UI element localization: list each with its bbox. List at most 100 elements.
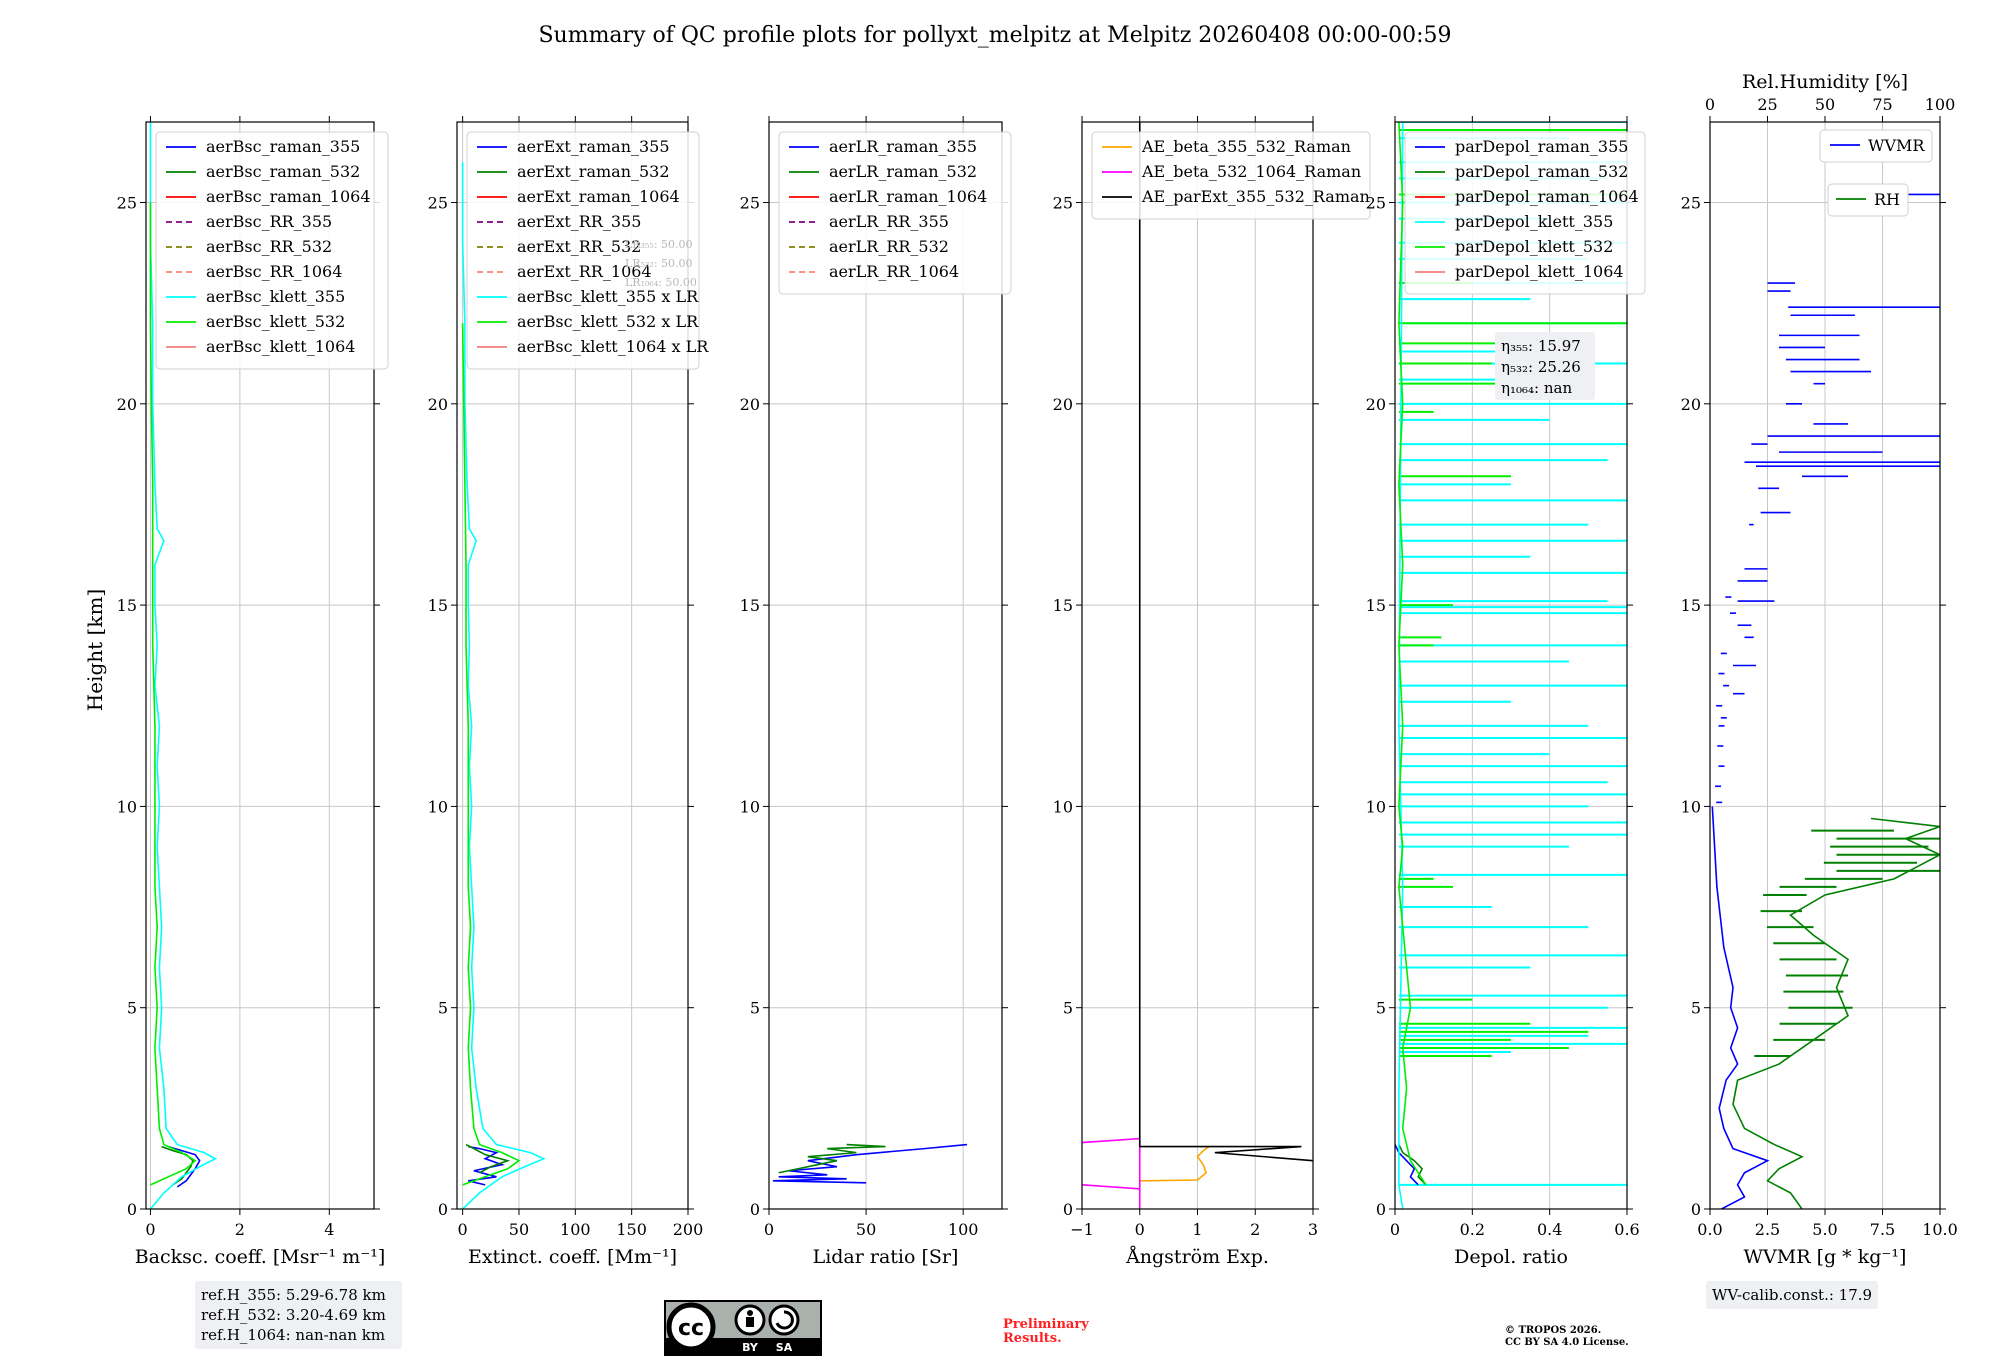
x-axis-label-lr: Lidar ratio [Sr] [813, 1246, 959, 1268]
x-tick-label: 7.5 [1870, 1220, 1895, 1239]
legend-entry: aerBsc_klett_1064 [206, 337, 355, 356]
x-tick-label: 5.0 [1812, 1220, 1837, 1239]
sa-icon [768, 1304, 800, 1336]
y-tick-label: 5 [1376, 999, 1386, 1018]
series-aerLR_raman_532 [778, 1143, 886, 1174]
x-tick-label: 0.4 [1537, 1220, 1562, 1239]
copyright-line-2: CC BY SA 4.0 License. [1505, 1337, 1629, 1348]
top-tick-label: 75 [1872, 95, 1892, 114]
legend-entry: AE_beta_532_1064_Raman [1141, 162, 1361, 181]
legend-entry: parDepol_klett_1064 [1455, 262, 1624, 281]
axes-frame [456, 121, 689, 1210]
legend-wvmr-box [1819, 129, 1933, 163]
y-tick-label: 15 [428, 596, 448, 615]
x-tick-label: 0 [764, 1220, 774, 1239]
x-tick-label: 150 [616, 1220, 647, 1239]
top-tick-label: 0 [1705, 95, 1715, 114]
series-aerLR_raman_355 [772, 1143, 968, 1184]
y-tick-label: 25 [1053, 194, 1073, 213]
legend-entry: aerExt_RR_1064 [517, 262, 652, 281]
legend-entry: aerBsc_RR_532 [206, 237, 332, 256]
series-aerBsc_klett_355 x LR [461, 162, 546, 1209]
x-tick-label: 0 [1390, 1220, 1400, 1239]
axes-frame [1394, 121, 1628, 1210]
legend-entry: aerBsc_raman_532 [206, 162, 360, 181]
legend-entry: parDepol_klett_532 [1455, 237, 1613, 256]
sa-badge-text: SA [776, 1341, 793, 1354]
figure-title: Summary of QC profile plots for pollyxt_… [538, 23, 1451, 48]
y-tick-label: 15 [1053, 596, 1073, 615]
x-tick-label: 0 [1135, 1220, 1145, 1239]
wv-calib-text: WV-calib.const.: 17.9 [1712, 1286, 1873, 1304]
x-tick-label: 50 [856, 1220, 876, 1239]
y-tick-label: 25 [1366, 194, 1386, 213]
series-aerBsc_raman_355 [168, 1145, 201, 1188]
x-tick-label: 0.2 [1460, 1220, 1485, 1239]
legend-entry: aerLR_raman_355 [829, 137, 977, 156]
x-tick-label: 10.0 [1922, 1220, 1958, 1239]
refh-355: ref.H_355: 5.29-6.78 km [201, 1286, 386, 1304]
panel-depol: 0 0.2 0.4 0.6 0 5 10 15 20 25 Depol. ratio parDepol… [1366, 116, 1646, 1268]
x-tick-label: −1 [1070, 1220, 1094, 1239]
panel-lr: 0 50 100 0 5 10 15 20 25 Lidar ratio [Sr] aerLR_ra… [740, 116, 1012, 1268]
y-tick-label: 25 [428, 194, 448, 213]
x-axis-label-wv: WVMR [g * kg⁻¹] [1744, 1246, 1907, 1268]
legend-entry: aerBsc_klett_355 x LR [517, 287, 699, 306]
legend-entry: aerBsc_raman_355 [206, 137, 360, 156]
y-tick-label: 10 [428, 797, 448, 816]
series-aerBsc_klett_355 [149, 122, 218, 1209]
legend-ae: AE_beta_355_532_Raman AE_beta_532_1064_Ra… [1091, 131, 1371, 220]
legend-entry: aerExt_raman_532 [517, 162, 670, 181]
y-tick-label: 15 [1681, 596, 1701, 615]
series-parDepol_raman_532 [1398, 1144, 1427, 1186]
x-tick-label: 0 [145, 1220, 155, 1239]
y-tick-label: 0 [127, 1200, 137, 1219]
legend-box [778, 131, 1012, 295]
x-axis-label-ae: Ångström Exp. [1125, 1246, 1269, 1268]
x-tick-label: 3 [1308, 1220, 1318, 1239]
series-RH [1732, 817, 1940, 1209]
by-badge-text: BY [742, 1341, 759, 1354]
series-aerExt_raman_355 [468, 1145, 505, 1186]
legend-entry: aerLR_RR_1064 [829, 262, 959, 281]
y-tick-label: 10 [740, 797, 760, 816]
legend-entry: AE_parExt_355_532_Raman [1141, 187, 1370, 206]
x-tick-label: 0.0 [1697, 1220, 1722, 1239]
y-tick-label: 15 [740, 596, 760, 615]
legend-box [155, 131, 389, 370]
x-tick-label: 100 [948, 1220, 979, 1239]
top-tick-label: 100 [1925, 95, 1956, 114]
legend-entry: parDepol_klett_355 [1455, 212, 1613, 231]
y-tick-label: 0 [750, 1200, 760, 1219]
y-tick-label: 20 [428, 395, 448, 414]
top-tick-label: 50 [1815, 95, 1835, 114]
panel-ext: 0 50 100 150 200 0 5 10 15 20 25 Extinct. coeff. [M… [428, 116, 709, 1268]
axes-frame [145, 121, 375, 1210]
top-axis-label: Rel.Humidity [%] [1742, 71, 1908, 93]
series-AE_parExt_355_532_Raman [1138, 122, 1313, 1162]
series-aerExt_raman_532 [465, 1143, 511, 1174]
x-axis-label-bsc: Backsc. coeff. [Msr⁻¹ m⁻¹] [135, 1246, 386, 1268]
cc-by-sa-license-badge: cc BY SA [664, 1300, 822, 1356]
eta-box [1495, 332, 1595, 400]
y-tick-label: 0 [1691, 1200, 1701, 1219]
y-tick-label: 0 [1376, 1200, 1386, 1219]
x-tick-label: 4 [324, 1220, 334, 1239]
x-tick-label: 2.5 [1755, 1220, 1780, 1239]
y-tick-label: 20 [1366, 395, 1386, 414]
x-tick-label: 1 [1192, 1220, 1202, 1239]
legend-entry: aerExt_RR_355 [517, 212, 641, 231]
x-axis-label-ext: Extinct. coeff. [Mm⁻¹] [468, 1246, 677, 1268]
lr-annotation: LR₅₃₂: 50.00 [625, 257, 693, 270]
series-AE_beta_532_1064_Raman [1082, 1137, 1141, 1209]
y-axis-label: Height [km] [83, 589, 107, 711]
eta-value: η₃₅₅: 15.97 [1501, 337, 1581, 355]
preliminary-line-2: Results. [1003, 1331, 1062, 1346]
legend-entry: aerBsc_klett_1064 x LR [517, 337, 709, 356]
refh-1064: ref.H_1064: nan-nan km [201, 1326, 386, 1344]
legend-ext: aerExt_raman_355 aerExt_raman_532 aerExt_r… [466, 131, 709, 370]
legend-entry: parDepol_raman_1064 [1455, 187, 1639, 206]
top-tick-label: 25 [1757, 95, 1777, 114]
